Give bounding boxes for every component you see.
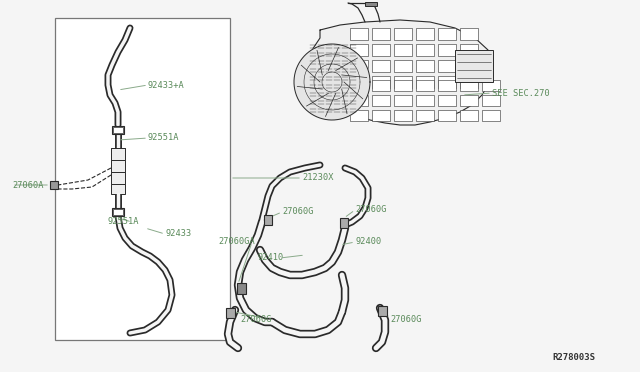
Polygon shape (308, 20, 492, 125)
Bar (50, 181, 58, 189)
Bar (55, 18, 230, 340)
Bar (438, 95, 456, 106)
Bar (372, 44, 390, 56)
Text: 92433: 92433 (165, 230, 191, 238)
Bar (438, 28, 456, 40)
Bar (394, 60, 412, 72)
Bar (264, 215, 272, 225)
Bar (394, 44, 412, 56)
Bar (416, 95, 434, 106)
Bar (372, 60, 390, 72)
Text: 27060G: 27060G (240, 315, 271, 324)
Text: R278003S: R278003S (552, 353, 595, 362)
Text: 27060GA: 27060GA (218, 237, 255, 247)
Bar (416, 44, 434, 56)
Bar (394, 95, 412, 106)
Bar (350, 80, 368, 91)
Text: 92551A: 92551A (108, 218, 140, 227)
Text: 27060G: 27060G (390, 315, 422, 324)
Bar (438, 110, 456, 121)
Bar (460, 28, 478, 40)
Bar (112, 208, 124, 216)
Bar (350, 44, 368, 56)
Bar (438, 60, 456, 72)
Bar (372, 110, 390, 121)
Bar (416, 76, 434, 88)
Bar (111, 160, 125, 172)
Bar (113, 127, 123, 133)
Bar (226, 308, 235, 318)
Bar (365, 2, 377, 6)
Bar (394, 76, 412, 88)
Bar (378, 306, 387, 316)
Bar (460, 60, 478, 72)
Bar (372, 76, 390, 88)
Bar (372, 95, 390, 106)
Text: 21230X: 21230X (302, 173, 333, 183)
Bar (111, 148, 125, 160)
Text: SEE SEC.270: SEE SEC.270 (492, 89, 550, 97)
Bar (438, 76, 456, 88)
Bar (482, 80, 500, 91)
Bar (455, 50, 493, 82)
Text: 27060G: 27060G (282, 208, 314, 217)
Bar (112, 126, 124, 134)
Text: 27060A: 27060A (12, 180, 44, 189)
Bar (460, 110, 478, 121)
Bar (438, 80, 456, 91)
Bar (416, 28, 434, 40)
Bar (372, 28, 390, 40)
Bar (111, 184, 125, 194)
Polygon shape (294, 44, 370, 120)
Text: 92551A: 92551A (148, 134, 179, 142)
Bar (394, 110, 412, 121)
Bar (394, 28, 412, 40)
Bar (416, 60, 434, 72)
Text: 92400: 92400 (355, 237, 381, 247)
Bar (372, 80, 390, 91)
Bar (438, 44, 456, 56)
Bar (460, 44, 478, 56)
Bar (460, 95, 478, 106)
Bar (460, 80, 478, 91)
Text: 92410: 92410 (258, 253, 284, 263)
Bar (350, 76, 368, 88)
Bar (340, 218, 348, 228)
Bar (350, 28, 368, 40)
Bar (460, 76, 478, 88)
Bar (416, 110, 434, 121)
Bar (350, 95, 368, 106)
Bar (416, 80, 434, 91)
Bar (394, 80, 412, 91)
Bar (350, 60, 368, 72)
Text: 92433+A: 92433+A (148, 80, 185, 90)
Bar (350, 110, 368, 121)
Bar (237, 283, 246, 294)
Bar (113, 209, 123, 215)
Bar (482, 95, 500, 106)
Bar (111, 172, 125, 184)
Text: 27060G: 27060G (355, 205, 387, 215)
Bar (482, 110, 500, 121)
